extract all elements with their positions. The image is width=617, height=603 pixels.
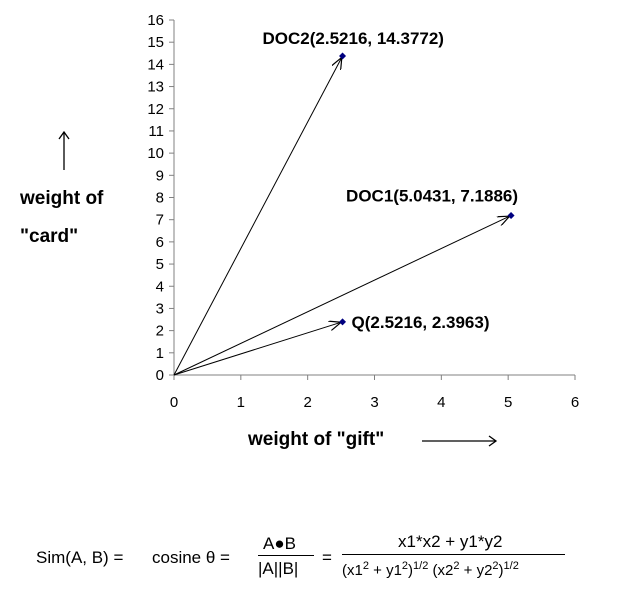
y-tick-label: 4 — [156, 278, 164, 295]
vector-arrow — [173, 58, 341, 376]
x-axis-label: weight of "gift" — [248, 429, 385, 450]
formula-lhs: Sim(A, B) = — [36, 548, 124, 567]
y-tick-label: 3 — [156, 300, 164, 317]
formula-cosine: cosine θ = — [152, 548, 230, 567]
x-tick-label: 4 — [437, 394, 445, 411]
data-point — [339, 52, 347, 60]
formula-frac1-bar — [258, 555, 314, 556]
y-axis-label-line1: weight of — [20, 188, 104, 209]
x-tick-label: 5 — [504, 394, 512, 411]
x-tick-label: 0 — [170, 394, 178, 411]
y-tick-label: 15 — [147, 34, 164, 51]
formula-frac1-denominator: |A||B| — [258, 559, 299, 578]
y-tick-label: 1 — [156, 345, 164, 362]
formula-equals: = — [322, 548, 332, 567]
vector-arrow — [173, 323, 340, 376]
formula-frac1-numerator: A●B — [263, 534, 296, 553]
y-tick-label: 13 — [147, 79, 164, 96]
up-arrow-icon — [58, 130, 70, 170]
data-point — [507, 212, 515, 220]
y-tick-label: 11 — [148, 123, 164, 140]
point-label: DOC1(5.0431, 7.1886) — [346, 187, 518, 206]
x-tick-label: 1 — [237, 394, 245, 411]
x-tick-label: 6 — [571, 394, 579, 411]
y-tick-label: 6 — [156, 234, 164, 251]
y-tick-label: 16 — [147, 12, 164, 29]
formula-frac2-numerator: x1*x2 + y1*y2 — [398, 532, 503, 551]
right-arrow-icon — [422, 435, 498, 447]
y-tick-label: 12 — [147, 101, 164, 118]
x-tick-label: 3 — [370, 394, 378, 411]
formula-frac2-denominator: (x12 + y12)1/2 (x22 + y22)1/2 — [342, 560, 519, 579]
formula-frac2-bar — [342, 554, 565, 555]
y-tick-label: 7 — [156, 212, 164, 229]
y-tick-label: 2 — [156, 323, 164, 340]
y-axis-label-line2: "card" — [20, 226, 79, 247]
y-tick-label: 10 — [147, 145, 164, 162]
vector-arrow — [173, 217, 509, 376]
point-label: Q(2.5216, 2.3963) — [352, 313, 490, 332]
y-tick-label: 5 — [156, 256, 164, 273]
data-point — [339, 318, 347, 326]
x-tick-label: 2 — [303, 394, 311, 411]
y-tick-label: 14 — [147, 56, 164, 73]
y-tick-label: 8 — [156, 190, 164, 207]
point-label: DOC2(2.5216, 14.3772) — [263, 29, 444, 48]
y-tick-label: 9 — [156, 167, 164, 184]
y-tick-label: 0 — [156, 367, 164, 384]
